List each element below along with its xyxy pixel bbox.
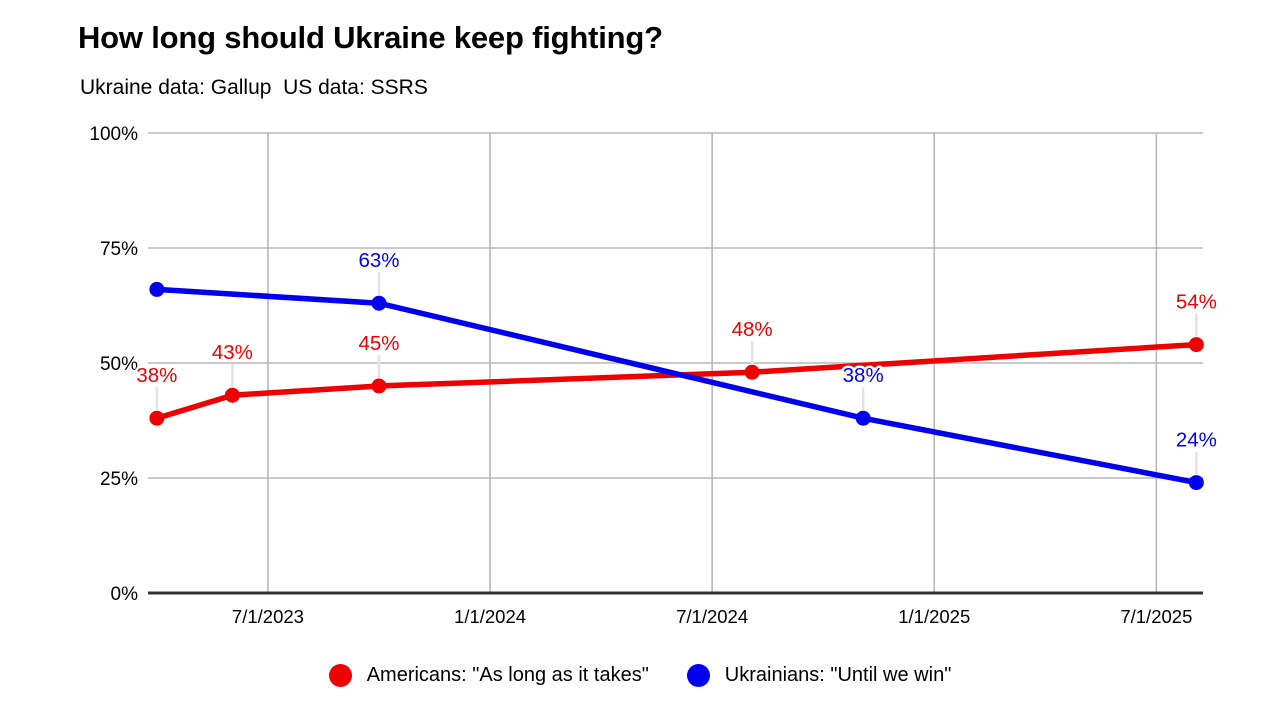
- series-line: [154, 286, 1200, 486]
- series-line: [154, 341, 1200, 421]
- chart-subtitle: Ukraine data: Gallup US data: SSRS: [80, 76, 428, 99]
- data-point-label: 54%: [1176, 291, 1217, 314]
- x-axis-tick-label: 1/1/2025: [898, 606, 970, 627]
- y-axis-tick-label: 50%: [100, 354, 138, 375]
- data-point: [149, 281, 165, 297]
- chart-legend: Americans: "As long as it takes" Ukraini…: [0, 664, 1280, 687]
- data-point: [855, 410, 871, 426]
- x-axis-tick-label: 7/1/2023: [232, 606, 304, 627]
- y-axis-tick-label: 25%: [100, 469, 138, 490]
- data-point: [744, 364, 760, 380]
- y-axis-tick-label: 100%: [89, 124, 138, 145]
- x-axis-tick-label: 7/1/2025: [1120, 606, 1192, 627]
- y-axis-tick-label: 0%: [111, 584, 139, 605]
- data-point: [224, 387, 240, 403]
- chart-title: How long should Ukraine keep fighting?: [78, 20, 663, 55]
- legend-label-americans: Americans: "As long as it takes": [366, 664, 649, 686]
- y-axis-tick-label: 75%: [100, 239, 138, 260]
- legend-item-ukrainians: Ukrainians: "Until we win": [686, 664, 952, 687]
- x-axis-tick-label: 1/1/2024: [454, 606, 526, 627]
- legend-dot-americans-icon: [328, 664, 352, 687]
- data-point-label: 24%: [1176, 429, 1217, 452]
- data-point: [1188, 475, 1204, 491]
- data-point-label: 63%: [358, 249, 399, 272]
- data-point: [371, 295, 387, 311]
- data-point-label: 43%: [212, 341, 253, 364]
- x-axis-tick-label: 7/1/2024: [676, 606, 748, 627]
- data-point: [149, 410, 165, 426]
- legend-item-americans: Americans: "As long as it takes": [328, 664, 649, 687]
- legend-label-ukrainians: Ukrainians: "Until we win": [724, 664, 952, 686]
- data-point: [1188, 337, 1204, 353]
- data-point-label: 38%: [136, 364, 177, 387]
- data-point-label: 45%: [358, 332, 399, 355]
- data-point-label: 48%: [732, 318, 773, 341]
- data-point-label: 38%: [843, 364, 884, 387]
- data-point: [371, 378, 387, 394]
- legend-dot-ukrainians-icon: [686, 664, 710, 687]
